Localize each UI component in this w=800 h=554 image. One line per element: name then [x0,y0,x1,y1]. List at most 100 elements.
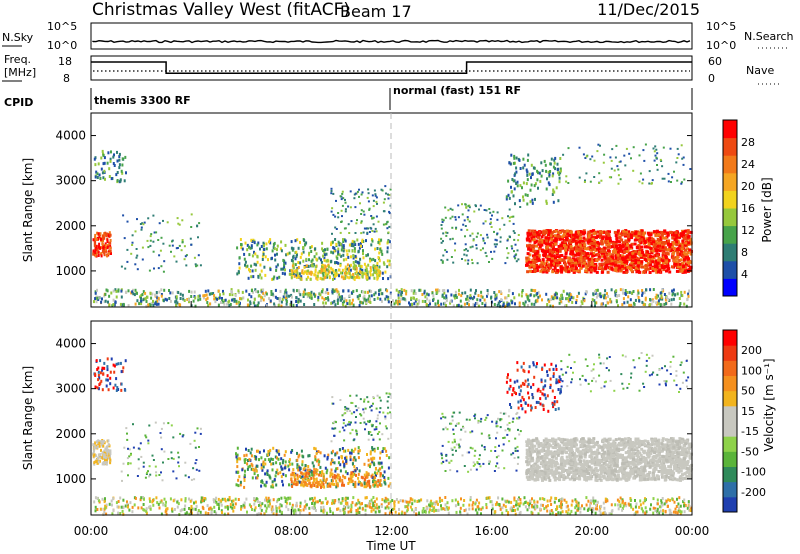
echo-cell [327,265,330,269]
echo-cell [117,289,120,293]
echo-cell [406,509,409,513]
echo-cell [251,290,254,294]
echo-cell [308,506,311,510]
echo-cell [526,173,529,177]
echo-cell [94,237,96,240]
echo-cell [250,295,253,299]
echo-cell [688,268,692,272]
echo-cell [148,505,151,509]
echo-cell [444,216,447,219]
echo-cell [358,263,360,267]
echo-cell [356,190,359,193]
echo-cell [676,511,679,515]
echo-cell [510,299,513,303]
echo-cell [461,213,464,216]
echo-cell [201,505,204,509]
echo-cell [286,252,289,256]
echo-cell [193,501,195,505]
echo-cell [435,500,438,504]
echo-cell [323,256,326,260]
echo-cell [617,257,620,261]
echo-cell [372,504,375,508]
echo-cell [618,236,622,240]
echo-cell [359,257,362,261]
echo-cell [93,241,96,245]
echo-cell [369,501,372,505]
echo-cell [217,303,220,307]
echo-cell [689,509,692,512]
echo-cell [489,218,492,221]
echo-cell [569,512,572,516]
echo-cell [656,295,659,299]
echo-cell [112,298,115,302]
echo-cell [596,247,600,251]
echo-cell [675,269,679,273]
echo-cell [410,296,413,300]
echo-cell [513,238,516,241]
echo-cell [261,258,264,261]
echo-cell [336,507,339,511]
echo-cell [507,294,510,298]
echo-cell [369,301,372,304]
echo-cell [526,234,530,238]
echo-cell [643,257,647,261]
echo-cell [533,501,536,505]
echo-cell [661,245,665,249]
echo-cell [120,265,123,268]
echo-cell [679,302,682,305]
echo-cell [681,294,684,298]
echo-cell [99,453,102,457]
echo-cell [265,292,268,296]
echo-cell [368,289,371,293]
echo-cell [343,227,346,230]
echo-cell [308,258,310,262]
echo-cell [488,261,490,263]
echo-cell [576,245,580,249]
echo-cell [323,297,326,301]
echo-cell [261,254,264,258]
echo-cell [118,152,121,156]
echo-cell [629,503,632,507]
echo-cell [524,505,527,509]
echo-cell [551,511,554,515]
echo-cell [349,264,351,268]
echo-cell [401,510,404,514]
echo-cell [183,299,186,302]
echo-cell [595,301,598,305]
echo-cell [160,294,163,298]
echo-cell [305,264,308,268]
echo-cell [280,304,283,308]
echo-cell [658,264,662,268]
echo-cell [367,200,370,203]
echo-cell [617,264,621,268]
echo-cell [158,506,161,510]
echo-cell [266,500,269,504]
echo-cell [595,258,599,262]
echo-cell [577,501,580,505]
echo-cell [663,177,666,180]
echo-cell [292,262,295,266]
echo-cell [552,304,554,308]
echo-cell [231,298,234,302]
echo-cell [516,507,519,511]
echo-cell [340,248,343,252]
echo-cell [623,154,626,157]
echo-cell [437,304,440,308]
echo-cell [449,299,452,303]
echo-cell [351,241,354,245]
echo-cell [686,257,690,261]
echo-cell [363,227,366,230]
echo-cell [342,289,345,293]
echo-cell [407,503,410,507]
echo-cell [638,299,641,303]
echo-cell [669,498,671,502]
echo-cell [377,240,380,244]
echo-cell [502,303,505,307]
echo-cell [337,250,340,254]
echo-cell [333,500,336,504]
echo-cell [568,295,571,299]
echo-cell [105,503,108,507]
echo-cell [278,509,281,513]
echo-cell [368,505,371,509]
